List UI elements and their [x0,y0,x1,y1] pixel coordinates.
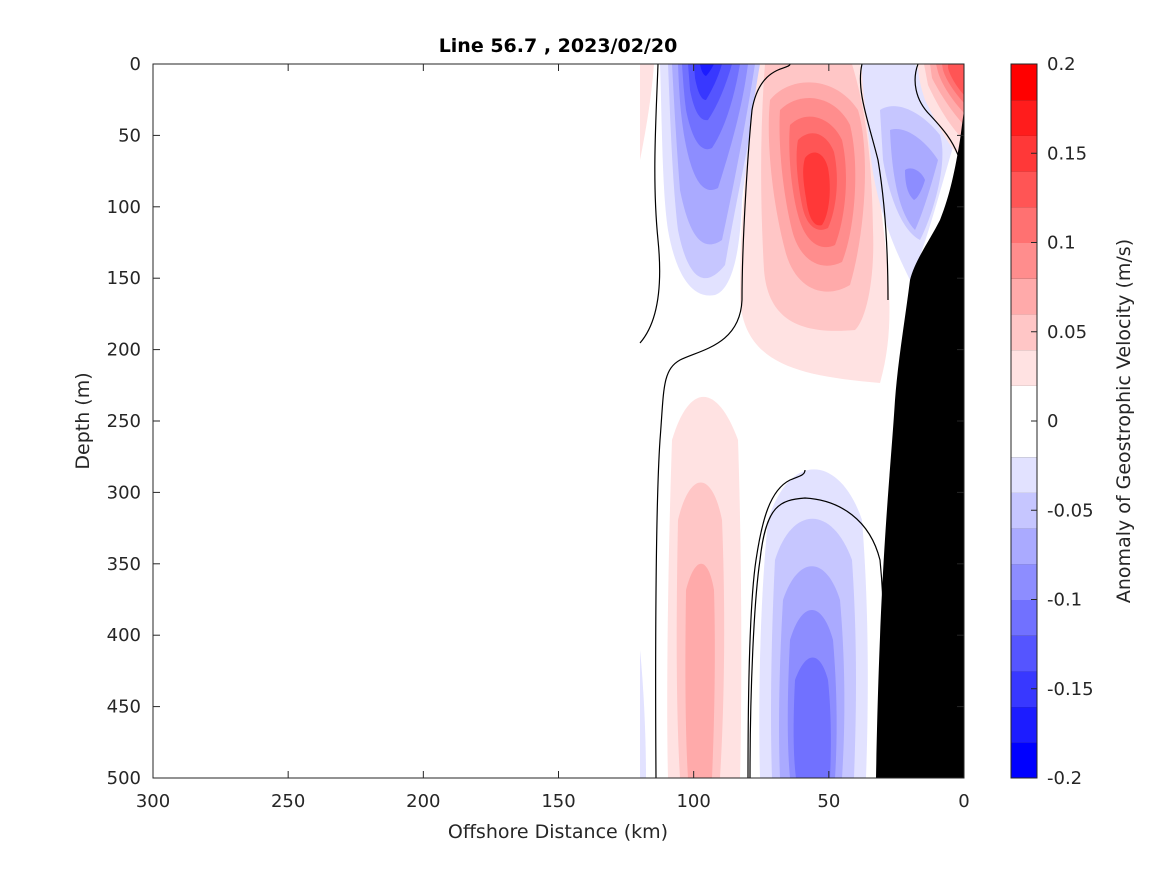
positive-cell-b [740,64,890,383]
colorbar-segment [1011,206,1037,243]
negative-patch-deep-west [640,650,646,778]
colorbar-segment [1011,349,1037,386]
bathymetry-mask [876,110,964,778]
x-tick-label: 100 [676,791,710,812]
y-tick-label: 100 [107,197,141,218]
x-tick-label: 250 [271,791,305,812]
colorbar-segment [1011,635,1037,672]
colorbar-segment [1011,528,1037,565]
colorbar-tick-label: 0.2 [1047,54,1076,75]
chart-title: Line 56.7 , 2023/02/20 [439,35,678,57]
y-axis-label: Depth (m) [72,372,94,469]
colorbar-segment [1011,599,1037,636]
colorbar-segment [1011,742,1037,779]
positive-cell-d [918,64,964,160]
x-tick-label: 200 [406,791,440,812]
colorbar-tick-label: -0.1 [1047,590,1082,611]
colorbar-tick-label: 0.1 [1047,233,1076,254]
colorbar-segment [1011,706,1037,743]
colorbar-segment [1011,563,1037,600]
y-tick-label: 450 [107,697,141,718]
colorbar-tick-label: 0.15 [1047,143,1087,164]
colorbar-tick-label: -0.2 [1047,768,1082,789]
axis-tick-labels: 300 250 200 150 100 50 00501001502002503003504… [107,54,970,812]
x-axis-label: Offshore Distance (km) [448,821,668,843]
colorbar-segment [1011,456,1037,493]
y-tick-label: 400 [107,625,141,646]
colorbar-ticks: 0.2 0.15 0.1 0.05 0 -0.05 -0.1 -0.15 -0.2 [1031,54,1094,789]
colorbar-tick-label: -0.05 [1047,500,1094,521]
colorbar-segment [1011,421,1037,458]
y-tick-label: 500 [107,768,141,789]
axis-ticks [152,63,965,779]
negative-cell-f [759,469,868,778]
x-tick-label: 50 [817,791,840,812]
y-tick-label: 300 [107,482,141,503]
colorbar-tick-label: -0.15 [1047,679,1094,700]
colorbar-segment [1011,242,1037,279]
y-tick-label: 350 [107,554,141,575]
contour-fills [639,64,964,778]
colorbar-segment [1011,64,1037,101]
x-tick-label: 0 [958,791,969,812]
y-tick-label: 250 [107,411,141,432]
colorbar-segment [1011,99,1037,136]
y-tick-label: 150 [107,268,141,289]
colorbar-segment [1011,171,1037,208]
colorbar-tick-label: 0.05 [1047,322,1087,343]
colorbar-segment [1011,385,1037,422]
x-tick-label: 300 [136,791,170,812]
zero-contours [639,64,959,778]
y-tick-label: 0 [130,54,141,75]
colorbar-label: Anomaly of Geostrophic Velocity (m/s) [1113,239,1135,603]
colorbar-segment [1011,278,1037,315]
y-tick-label: 200 [107,340,141,361]
x-tick-label: 150 [541,791,575,812]
positive-patch-west [640,64,654,160]
positive-cell-e [667,396,742,778]
negative-cell-c [862,64,958,280]
y-tick-label: 50 [118,125,141,146]
colorbar-tick-label: 0 [1047,411,1058,432]
negative-cell-a [660,64,772,296]
